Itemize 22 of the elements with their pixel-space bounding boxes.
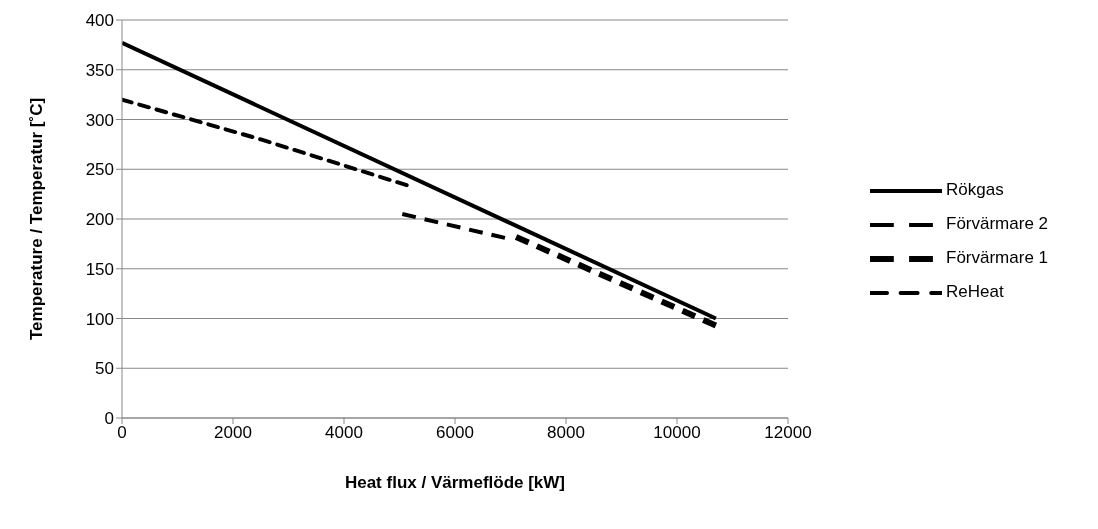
y-axis-title: Temperature / Temperatur [˚C] [27,97,47,341]
legend-label: Rökgas [946,180,1004,199]
x-tick-label: 8000 [547,423,585,443]
x-axis-title: Heat flux / Värmeflöde [kW] [344,473,566,492]
x-tick-label: 4000 [325,423,363,443]
legend-label: ReHeat [946,282,1004,301]
x-tick-label: 2000 [214,423,252,443]
legend-label: Förvärmare 2 [946,214,1049,233]
y-tick-label: 100 [85,309,114,329]
y-tick-label: 300 [85,110,114,130]
y-tick-label: 200 [85,210,114,230]
y-tick-label: 250 [85,160,114,180]
x-tick-label: 0 [117,423,127,443]
y-tick-label: 50 [95,359,114,379]
y-tick-label: 350 [85,60,114,80]
legend-label: Förvärmare 1 [946,248,1049,267]
y-tick-label: 150 [85,259,114,279]
x-tick-label: 12000 [764,423,812,443]
y-tick-label: 400 [85,11,114,31]
y-tick-label: 0 [104,409,114,429]
x-tick-label: 10000 [653,423,701,443]
x-tick-label: 6000 [436,423,474,443]
